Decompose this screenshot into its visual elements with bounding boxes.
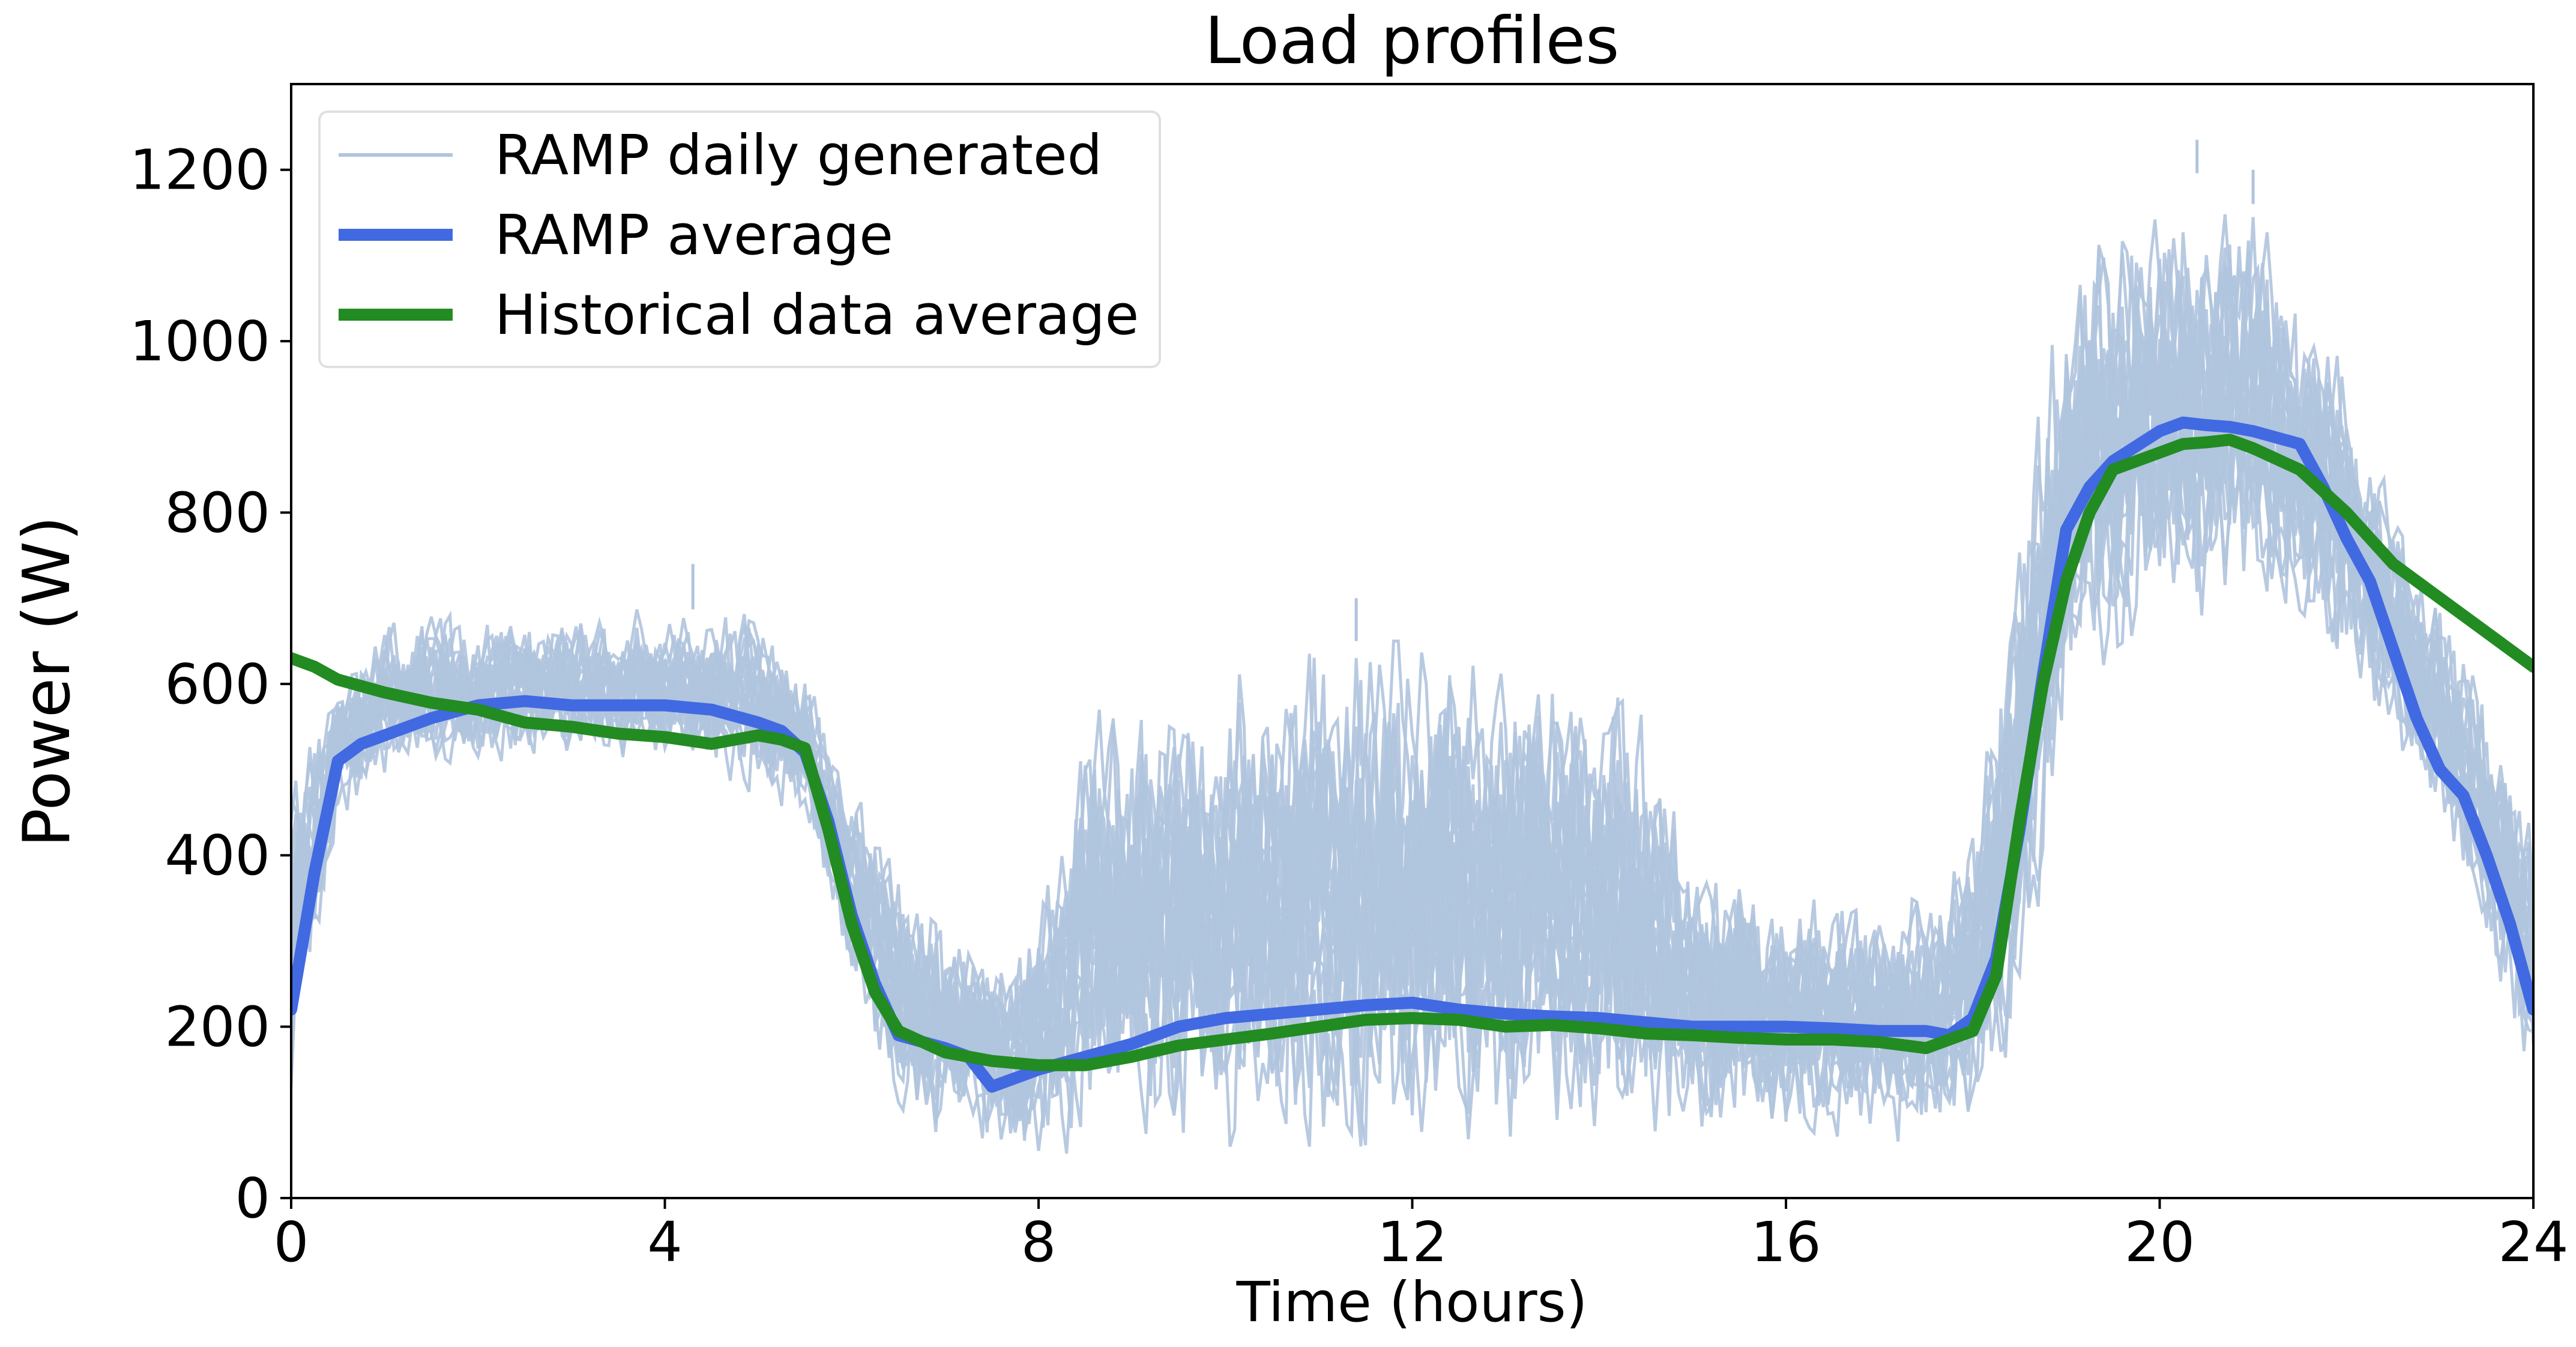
- x-axis-label: Time (hours): [1236, 1270, 1588, 1334]
- chart-title: Load profiles: [1205, 4, 1620, 79]
- axes: 0 4 8 12 16 20 24 0 200 400 600 800 1000 1200: [130, 83, 2569, 1274]
- plot-area: [291, 139, 2533, 1154]
- legend-entry-ramp-daily-label: RAMP daily generated: [495, 123, 1102, 187]
- y-tick-label: 800: [164, 480, 270, 545]
- x-tick-label: 20: [2125, 1210, 2195, 1274]
- y-tick-label: 400: [164, 823, 270, 888]
- y-tick-label: 0: [235, 1166, 270, 1230]
- legend: RAMP daily generated RAMP average Historic…: [318, 110, 1161, 368]
- x-tick-label: 12: [1377, 1210, 1447, 1274]
- x-tick-label: 8: [1021, 1210, 1057, 1274]
- y-axis-label: Power (W): [10, 516, 85, 847]
- x-tick-label: 16: [1751, 1210, 1821, 1274]
- ramp-average-line: [291, 416, 2533, 1093]
- y-tick-label: 600: [164, 652, 270, 716]
- y-tick-label: 1200: [130, 138, 270, 202]
- historical-average-line: [291, 434, 2533, 1071]
- legend-entry-historical-average-label: Historical data average: [495, 283, 1139, 347]
- x-tick-label: 4: [647, 1210, 683, 1274]
- ramp-daily-trace: [291, 250, 2533, 1127]
- x-tick-label: 0: [274, 1210, 309, 1274]
- y-tick-label: 1000: [130, 309, 270, 374]
- x-tick-label: 24: [2498, 1210, 2568, 1274]
- legend-box: [318, 110, 1161, 368]
- y-tick-label: 200: [164, 995, 270, 1059]
- series-group: [291, 139, 2533, 1154]
- legend-entry-ramp-average-label: RAMP average: [495, 203, 893, 267]
- ramp-daily-trace: [291, 244, 2533, 1147]
- ramp-daily-trace: [291, 238, 2533, 1133]
